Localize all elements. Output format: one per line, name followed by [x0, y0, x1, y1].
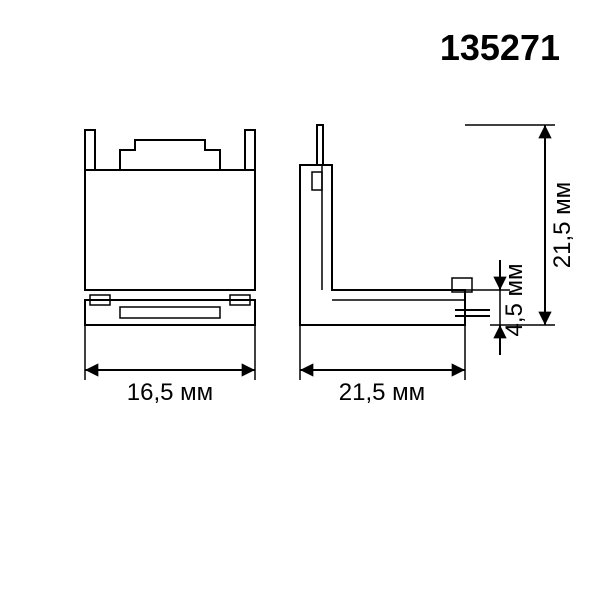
dim-front-width-label: 16,5 мм — [127, 379, 213, 406]
dim-height-foot: 4,5 мм — [465, 260, 528, 355]
part-number: 135271 — [440, 27, 560, 68]
dim-side-width-label: 21,5 мм — [339, 379, 425, 406]
side-view — [300, 125, 490, 325]
front-view — [85, 130, 255, 325]
dim-height-full-label: 21,5 мм — [549, 182, 576, 268]
dim-front-width: 16,5 мм — [85, 325, 255, 406]
dim-side-width: 21,5 мм — [300, 325, 465, 406]
dim-height-foot-label: 4,5 мм — [501, 263, 528, 336]
